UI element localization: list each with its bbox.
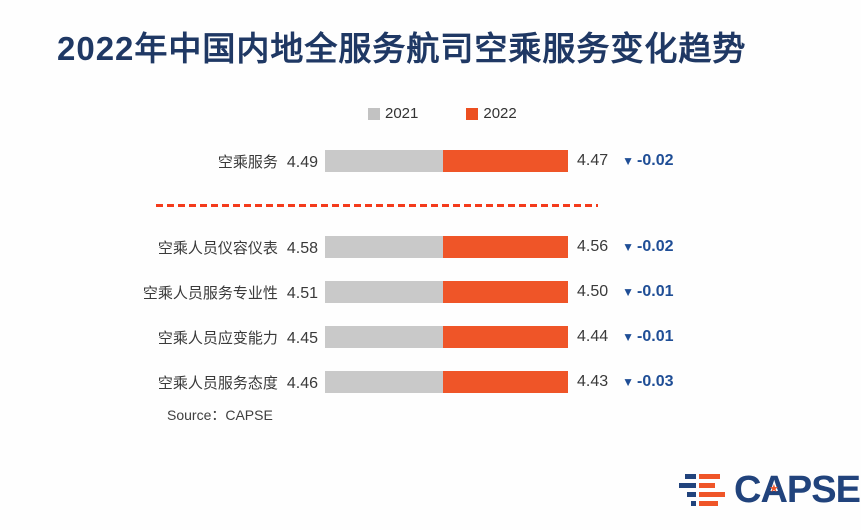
row-label: 空乘服务 4.49 [0, 151, 318, 172]
legend-item-2022: 2022 [466, 105, 517, 122]
legend-label-2022: 2022 [483, 105, 517, 122]
bar-2022 [443, 150, 568, 172]
change-value: -0.01 [637, 283, 674, 300]
change-badge: ▼ -0.01 [622, 283, 673, 301]
bar-2022 [443, 236, 568, 258]
row-label: 空乘人员应变能力 4.45 [0, 327, 318, 348]
capse-logo: CAPSE ★ [678, 469, 861, 511]
bar-2022 [443, 326, 568, 348]
chart-legend: 2021 2022 [368, 105, 517, 122]
legend-swatch-2022-icon [466, 107, 479, 120]
bar-2022 [443, 371, 568, 393]
dashed-divider [156, 204, 598, 207]
value-2022: 4.43 [577, 373, 609, 390]
star-icon: ★ [769, 483, 779, 495]
bar-2021 [325, 326, 443, 348]
value-2021: 4.46 [286, 374, 318, 392]
category-label: 空乘人员仪容仪表 [157, 239, 278, 257]
category-label: 空乘人员服务态度 [157, 374, 278, 392]
change-badge: ▼ -0.02 [622, 152, 673, 170]
bar-2021 [325, 150, 443, 172]
category-label: 空乘服务 [217, 153, 278, 171]
change-value: -0.01 [637, 328, 674, 345]
value-2022: 4.50 [577, 283, 609, 300]
down-triangle-icon: ▼ [622, 240, 635, 254]
change-value: -0.03 [637, 373, 674, 390]
legend-label-2021: 2021 [385, 105, 419, 122]
bar-2021 [325, 236, 443, 258]
source-note: Source：CAPSE [167, 407, 273, 423]
legend-swatch-2021-icon [368, 107, 380, 120]
change-badge: ▼ -0.03 [622, 373, 673, 391]
value-2021: 4.58 [286, 239, 318, 257]
bar-row: 空乘人员应变能力 4.45 4.44 ▼ -0.01 [0, 326, 861, 348]
value-2022: 4.44 [577, 328, 609, 345]
category-label: 空乘人员服务专业性 [142, 284, 278, 302]
row-label: 空乘人员服务态度 4.46 [0, 372, 318, 393]
change-value: -0.02 [637, 238, 674, 255]
legend-item-2021: 2021 [368, 105, 418, 122]
down-triangle-icon: ▼ [622, 375, 635, 389]
capse-logo-mark-icon [678, 474, 725, 506]
bar-2021 [325, 281, 443, 303]
category-label: 空乘人员应变能力 [157, 329, 278, 347]
capse-logo-text: CAPSE ★ [734, 469, 861, 511]
bar-2021 [325, 371, 443, 393]
down-triangle-icon: ▼ [622, 285, 635, 299]
value-2021: 4.51 [286, 284, 318, 302]
change-badge: ▼ -0.02 [622, 238, 673, 256]
value-2021: 4.45 [286, 329, 318, 347]
bar-row: 空乘人员服务态度 4.46 4.43 ▼ -0.03 [0, 371, 861, 393]
change-badge: ▼ -0.01 [622, 328, 673, 346]
down-triangle-icon: ▼ [622, 154, 635, 168]
value-2021: 4.49 [286, 153, 318, 171]
row-label: 空乘人员服务专业性 4.51 [0, 282, 318, 303]
row-label: 空乘人员仪容仪表 4.58 [0, 237, 318, 258]
change-value: -0.02 [637, 152, 674, 169]
bar-row: 空乘人员仪容仪表 4.58 4.56 ▼ -0.02 [0, 236, 861, 258]
page-title: 2022年中国内地全服务航司空乘服务变化趋势 [57, 30, 747, 67]
bar-2022 [443, 281, 568, 303]
value-2022: 4.56 [577, 238, 609, 255]
bar-row-overall: 空乘服务 4.49 4.47 ▼ -0.02 [0, 150, 861, 172]
bar-row: 空乘人员服务专业性 4.51 4.50 ▼ -0.01 [0, 281, 861, 303]
down-triangle-icon: ▼ [622, 330, 635, 344]
value-2022: 4.47 [577, 152, 609, 169]
